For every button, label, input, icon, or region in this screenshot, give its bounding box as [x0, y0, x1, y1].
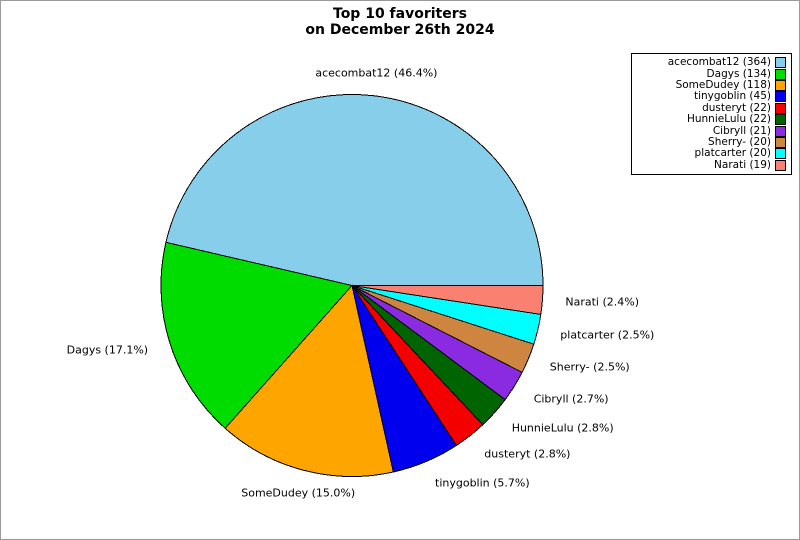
legend-swatch	[775, 125, 786, 137]
legend-label: platcarter (20)	[694, 147, 771, 160]
legend-label: Cibryll (21)	[712, 124, 771, 137]
chart-title: Top 10 favoriters on December 26th 2024	[1, 6, 799, 38]
legend-label: acecombat12 (364)	[667, 56, 771, 69]
legend-swatch	[775, 148, 786, 160]
slice-label-dagys: Dagys (17.1%)	[66, 343, 149, 357]
legend-label: tinygoblin (45)	[693, 90, 771, 103]
legend-swatch	[775, 57, 786, 69]
legend-swatch	[775, 68, 786, 80]
legend-item-platcarter: platcarter (20)	[637, 147, 786, 160]
legend-label: Sherry- (20)	[708, 135, 771, 148]
slice-label-narati: Narati (2.4%)	[565, 295, 640, 309]
slice-label-cibryll: Cibryll (2.7%)	[533, 392, 609, 405]
legend-item-dusteryt: dusteryt (22)	[637, 101, 786, 114]
slice-label-sherry-: Sherry- (2.5%)	[549, 360, 630, 374]
legend-item-cibryll: Cibryll (21)	[637, 124, 786, 137]
legend-label: HunnieLulu (22)	[686, 113, 771, 126]
pie-slice-acecombat12	[165, 94, 544, 286]
legend-label: Narati (19)	[714, 158, 771, 171]
legend-swatch	[775, 91, 786, 103]
legend-label: SomeDudey (118)	[675, 78, 771, 91]
slice-label-somedudey: SomeDudey (15.0%)	[241, 486, 356, 500]
chart-title-line-2: on December 26th 2024	[305, 22, 495, 38]
legend-item-hunnielulu: HunnieLulu (22)	[637, 113, 786, 126]
legend-swatch	[775, 136, 786, 148]
legend-swatch	[775, 102, 786, 114]
legend: acecombat12 (364) Dagys (134) SomeDudey (1…	[631, 53, 792, 175]
legend-label: dusteryt (22)	[702, 101, 771, 114]
slice-label-hunnielulu: HunnieLulu (2.8%)	[511, 421, 614, 435]
pie-slice-somedudey	[224, 284, 394, 477]
slice-label-platcarter: platcarter (2.5%)	[560, 328, 655, 342]
legend-swatch	[775, 79, 786, 91]
legend-item-sherry-: Sherry- (20)	[637, 135, 786, 148]
legend-swatch	[775, 159, 786, 171]
legend-item-somedudey: SomeDudey (118)	[637, 78, 786, 91]
slice-label-tinygoblin: tinygoblin (5.7%)	[435, 476, 530, 490]
pie-slice-narati	[351, 285, 544, 315]
slice-label-dusteryt: dusteryt (2.8%)	[484, 447, 571, 461]
legend-item-tinygoblin: tinygoblin (45)	[637, 90, 786, 103]
legend-swatch	[775, 114, 786, 126]
legend-item-narati: Narati (19)	[637, 158, 786, 171]
legend-label: Dagys (134)	[706, 67, 771, 80]
legend-item-acecombat12: acecombat12 (364)	[637, 56, 786, 69]
chart-title-line-1: Top 10 favoriters	[333, 6, 467, 22]
slice-label-acecombat12: acecombat12 (46.4%)	[315, 66, 438, 80]
legend-item-dagys: Dagys (134)	[637, 67, 786, 80]
pie-slice-dagys	[160, 241, 353, 429]
